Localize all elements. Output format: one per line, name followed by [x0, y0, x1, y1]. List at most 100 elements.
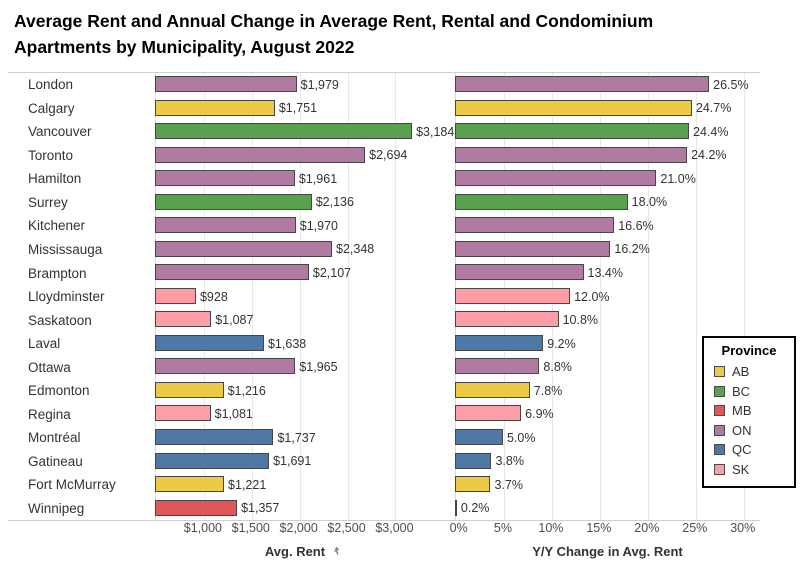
legend-item-mb[interactable]: MB [704, 401, 794, 421]
change-bar[interactable] [455, 76, 710, 92]
rent-track: $2,107 [155, 261, 450, 285]
rent-bar[interactable] [155, 381, 224, 398]
change-bar[interactable] [455, 287, 571, 304]
change-track: 3.8% [455, 450, 760, 474]
change-bar[interactable] [455, 99, 692, 116]
change-track: 3.7% [455, 473, 760, 497]
rent-bar[interactable] [155, 311, 212, 328]
row-label[interactable]: Saskatoon [28, 312, 92, 328]
change-bar[interactable] [455, 476, 491, 493]
row-label[interactable]: Winnipeg [28, 500, 85, 516]
rent-axis-title[interactable]: Avg. Rent [155, 544, 450, 560]
change-track: 5.0% [455, 426, 760, 450]
legend-swatch [714, 366, 725, 378]
row-label[interactable]: Kitchener [28, 218, 86, 234]
axis-tick-label: 20% [634, 521, 660, 535]
rent-bar[interactable] [155, 334, 264, 351]
row-label[interactable]: Laval [28, 336, 61, 352]
rent-bar-value-label: $1,216 [227, 383, 266, 398]
rent-track: $1,751 [155, 97, 450, 121]
rent-bar-value-label: $1,691 [273, 454, 312, 469]
change-bar[interactable] [455, 381, 530, 398]
change-track: 16.6% [455, 214, 760, 238]
change-bar[interactable] [455, 264, 584, 281]
rent-bar[interactable] [155, 264, 309, 281]
rent-bar[interactable] [155, 452, 270, 469]
rent-bar[interactable] [155, 217, 296, 234]
change-bar[interactable] [455, 193, 628, 210]
rent-track: $1,979 [155, 73, 450, 97]
change-bar-value-label: 26.5% [713, 77, 749, 92]
change-bar[interactable] [455, 452, 492, 469]
rent-bar[interactable] [155, 99, 275, 116]
change-bar[interactable] [455, 123, 690, 140]
rent-track: $1,691 [155, 450, 450, 474]
change-bar-value-label: 24.2% [691, 148, 727, 163]
rent-bar-value-label: $1,751 [278, 101, 318, 116]
row-label[interactable]: Toronto [28, 147, 74, 163]
axis-tick-label: $2,500 [327, 521, 366, 535]
change-bar[interactable] [455, 334, 544, 351]
legend-item-bc[interactable]: BC [704, 382, 794, 402]
change-bar[interactable] [455, 358, 540, 375]
change-axis-title[interactable]: Y/Y Change in Avg. Rent [455, 544, 760, 559]
table-row: Ottawa $1,965 8.8% [8, 355, 760, 379]
table-row: Montréal $1,737 5.0% [8, 426, 760, 450]
change-bar[interactable] [455, 170, 657, 187]
legend-label: MB [732, 403, 752, 419]
row-label[interactable]: Lloydminster [28, 289, 105, 305]
legend-item-on[interactable]: ON [704, 421, 794, 441]
rent-bar[interactable] [155, 193, 312, 210]
row-label[interactable]: Mississauga [28, 241, 103, 257]
sort-icon[interactable] [329, 545, 340, 560]
legend-item-ab[interactable]: AB [704, 362, 794, 382]
table-row: Toronto $2,694 24.2% [8, 144, 760, 168]
change-bar[interactable] [455, 240, 611, 257]
gridline [695, 73, 697, 520]
table-row: Winnipeg $1,357 0.2% [8, 497, 760, 521]
legend-item-qc[interactable]: QC [704, 440, 794, 460]
rent-bar[interactable] [155, 240, 332, 257]
row-label[interactable]: Ottawa [28, 359, 71, 375]
row-label[interactable]: London [28, 77, 74, 93]
change-bar[interactable] [455, 217, 615, 234]
rent-bar[interactable] [155, 358, 296, 375]
rent-bar[interactable] [155, 170, 295, 187]
row-label[interactable]: Edmonton [28, 383, 90, 399]
row-label[interactable]: Calgary [28, 100, 75, 116]
rent-bar-value-label: $1,965 [299, 360, 338, 375]
legend-swatch [714, 444, 725, 456]
rent-bar[interactable] [155, 76, 297, 92]
row-label[interactable]: Brampton [28, 265, 87, 281]
change-bar[interactable] [455, 499, 457, 516]
rent-bar-value-label: $1,737 [277, 430, 316, 445]
row-label[interactable]: Vancouver [28, 124, 92, 140]
change-bar[interactable] [455, 311, 559, 328]
axis-tick-label: $1,000 [183, 521, 222, 535]
rent-bar[interactable] [155, 476, 225, 493]
row-label[interactable]: Fort McMurray [28, 477, 116, 493]
table-row: Kitchener $1,970 16.6% [8, 214, 760, 238]
row-label[interactable]: Regina [28, 406, 71, 422]
legend-item-sk[interactable]: SK [704, 460, 794, 480]
change-track: 21.0% [455, 167, 760, 191]
rent-track: $2,136 [155, 191, 450, 215]
change-bar[interactable] [455, 428, 503, 445]
axis-tick-label: 30% [730, 521, 756, 535]
rent-bar[interactable] [155, 146, 366, 163]
change-bar[interactable] [455, 405, 522, 422]
rent-track: $3,184 [155, 120, 454, 144]
rent-bar[interactable] [155, 428, 274, 445]
rent-bar[interactable] [155, 499, 238, 516]
row-label[interactable]: Surrey [28, 194, 68, 210]
rent-bar[interactable] [155, 405, 211, 422]
change-bar-value-label: 16.2% [614, 242, 650, 257]
change-bar[interactable] [455, 146, 688, 163]
rent-bar-value-label: $2,348 [336, 242, 375, 257]
row-label[interactable]: Gatineau [28, 453, 83, 469]
row-label[interactable]: Montréal [28, 430, 81, 446]
rent-bar[interactable] [155, 123, 413, 140]
row-label[interactable]: Hamilton [28, 171, 82, 187]
legend-label: QC [732, 442, 752, 458]
rent-bar[interactable] [155, 287, 196, 304]
